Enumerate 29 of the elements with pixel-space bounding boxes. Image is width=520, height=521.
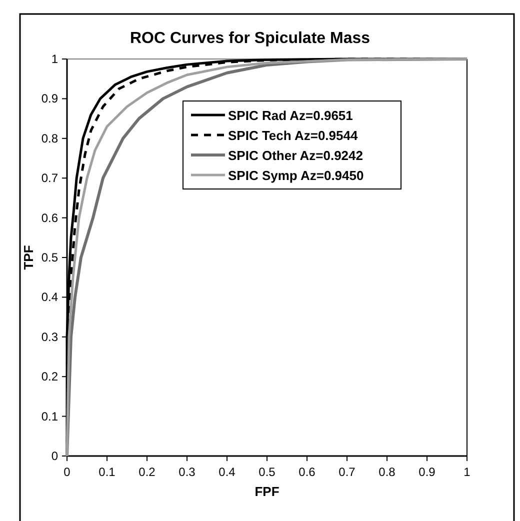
legend-label: SPIC Other Az=0.9242 [228,148,363,163]
x-tick-label: 0 [64,465,71,479]
y-tick-label: 0.2 [41,370,58,384]
y-tick-label: 0.7 [41,171,58,186]
y-tick-label: 0.4 [41,290,58,304]
x-tick-label: 0.1 [98,465,116,479]
y-tick-label: 0.8 [41,131,58,146]
x-tick-label: 0.8 [378,465,396,479]
y-tick-label: 0.9 [41,92,58,106]
x-tick-label: 0.3 [178,465,196,479]
y-tick-label: 0.5 [41,250,58,264]
x-tick-label: 1 [464,465,471,479]
y-tick-label: 0.3 [41,330,58,344]
x-tick-label: 0.9 [418,465,436,479]
y-tick-label: 1 [51,52,58,66]
x-tick-label: 0.7 [338,465,356,479]
chart-title: ROC Curves for Spiculate Mass [130,30,370,47]
x-tick-label: 0.2 [138,465,156,479]
y-tick-label: 0.1 [41,409,58,424]
x-tick-label: 0.4 [218,465,236,479]
y-tick-label: 0 [51,449,58,463]
x-axis-title: FPF [254,484,280,499]
legend-label: SPIC Tech Az=0.9544 [228,128,358,143]
legend-label: SPIC Symp Az=0.9450 [228,168,364,183]
x-tick-label: 0.6 [298,465,316,479]
y-tick-label: 0.6 [41,210,58,225]
legend-label: SPIC Rad Az=0.9651 [228,108,353,123]
y-axis-title: TPF [21,245,36,270]
x-tick-label: 0.5 [258,465,276,479]
